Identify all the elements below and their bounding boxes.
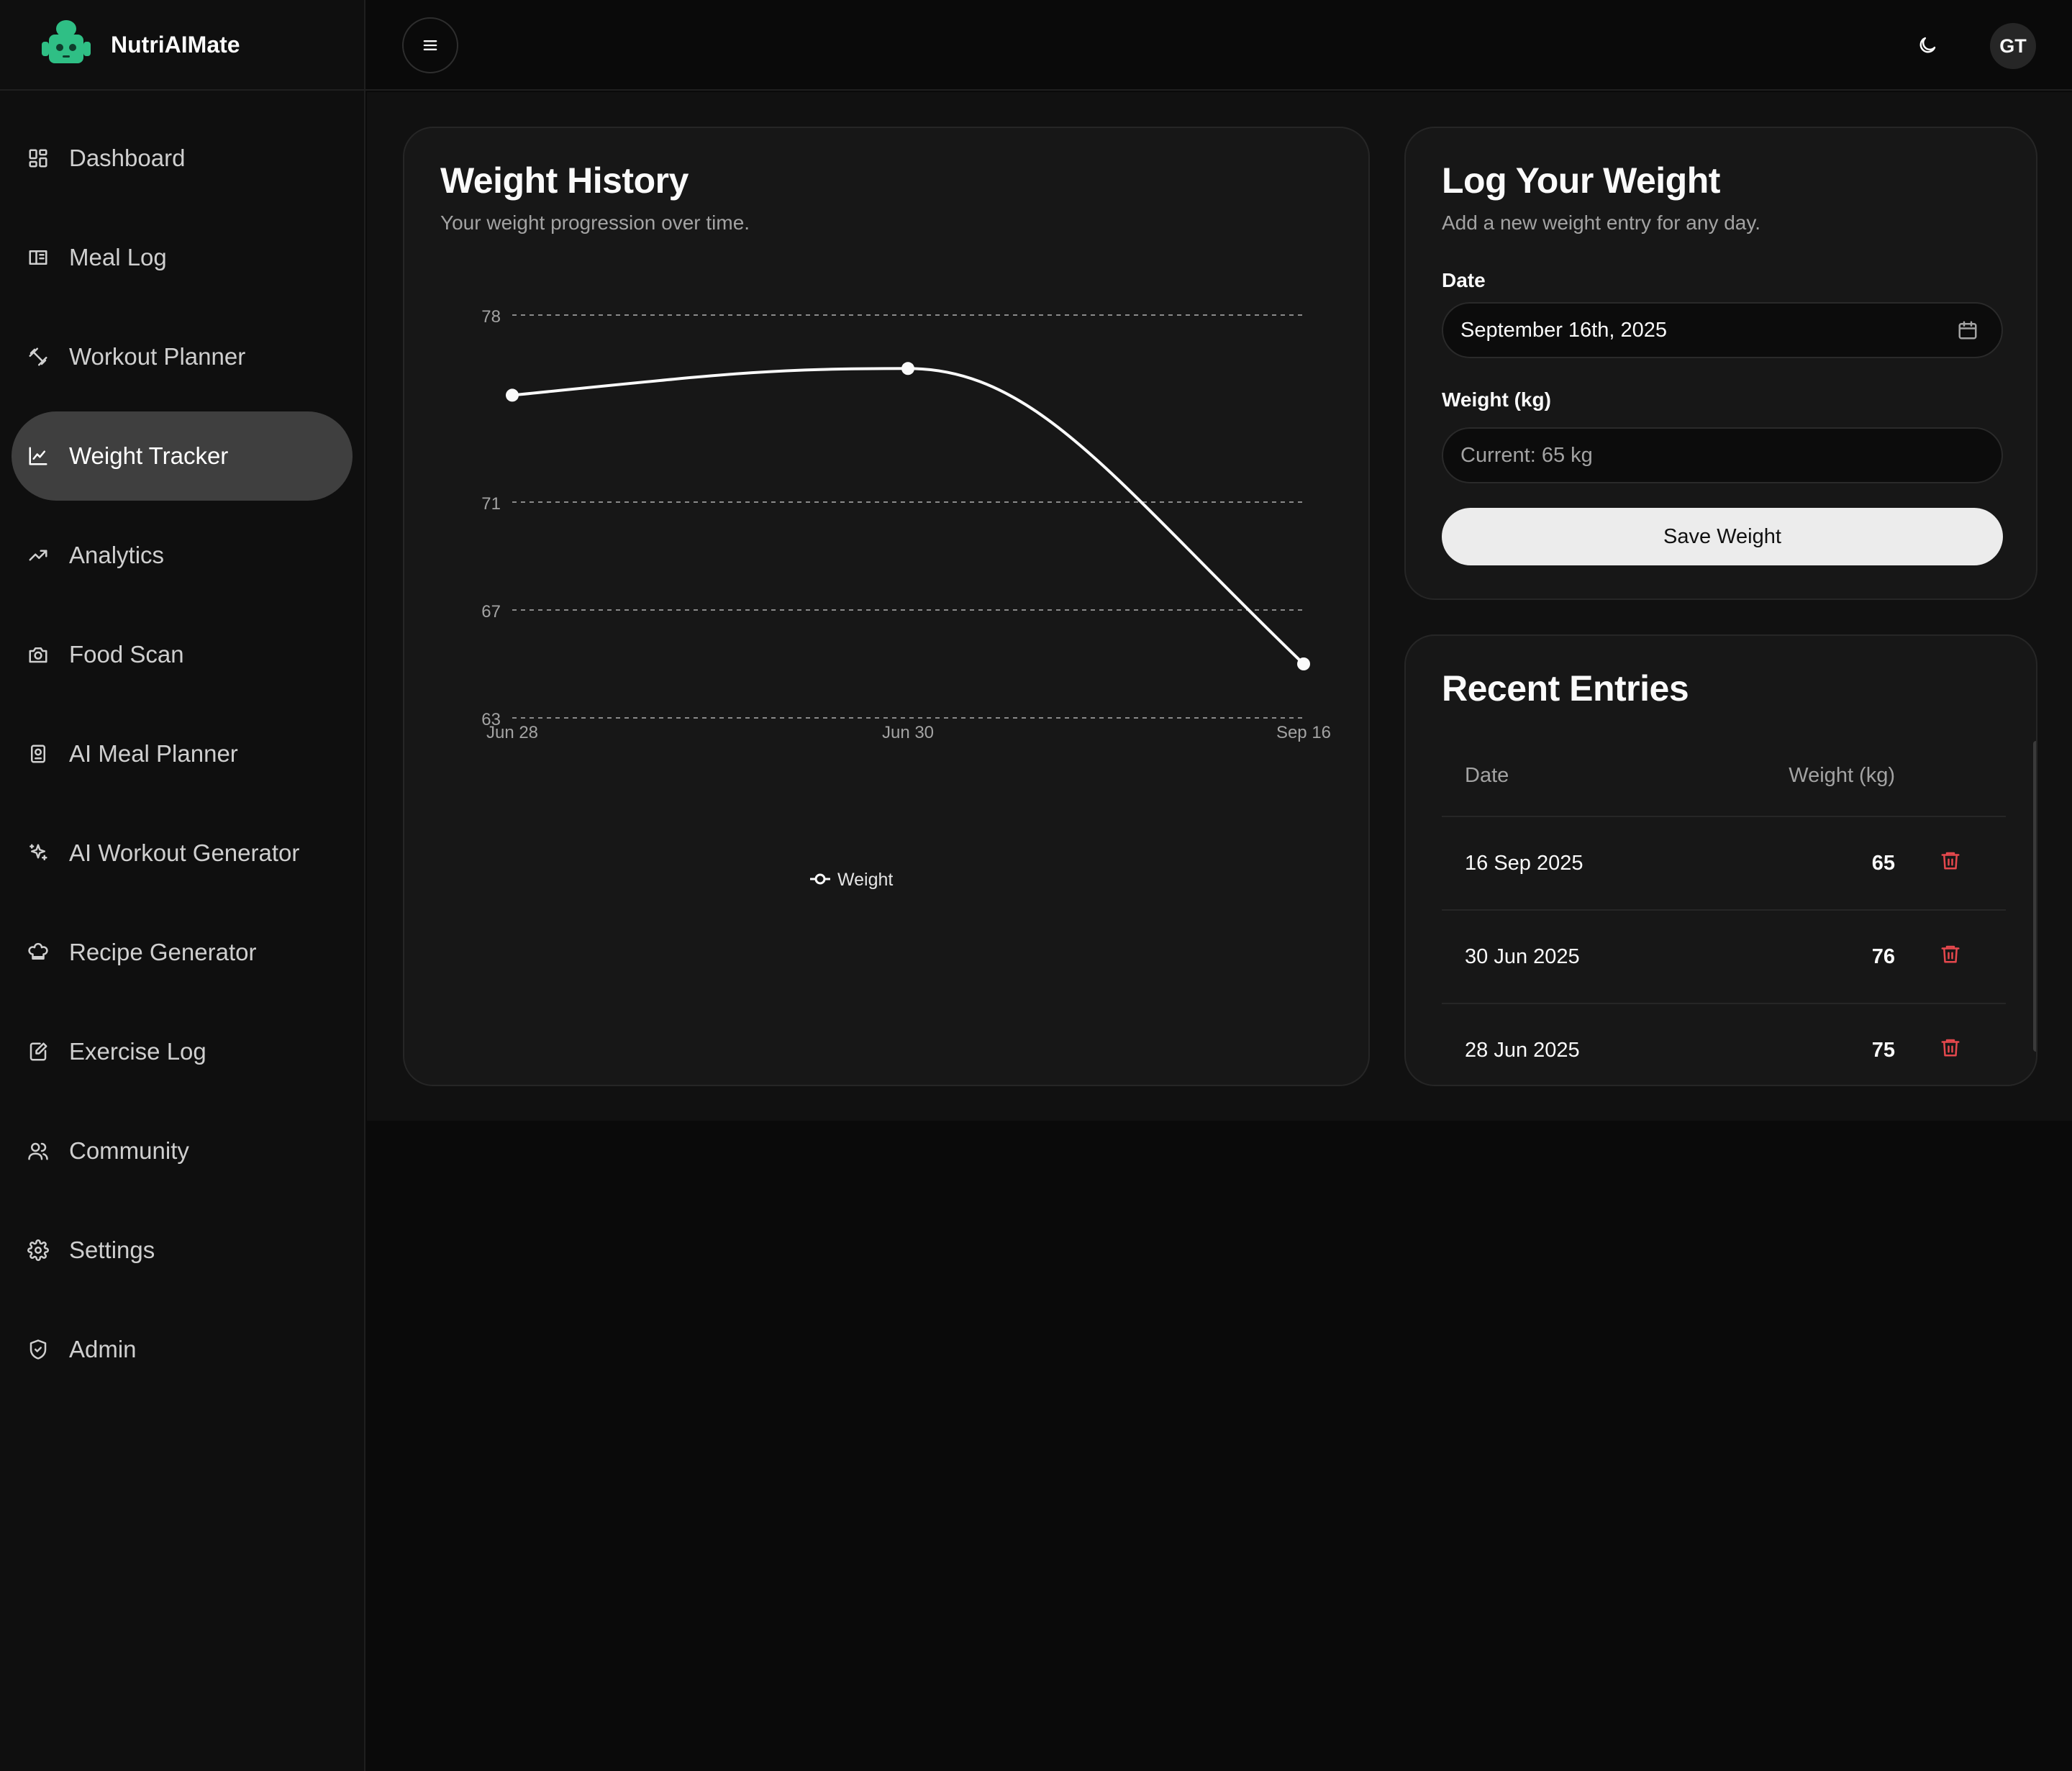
sidebar-item-label: Food Scan <box>69 641 184 668</box>
x-tick-label: Sep 16 <box>1276 723 1331 742</box>
trending-up-icon <box>27 545 68 566</box>
meal-log-icon <box>27 247 68 268</box>
moon-icon <box>1919 37 1936 53</box>
log-weight-title: Log Your Weight <box>1442 160 1720 201</box>
sidebar-item-recipe-generator[interactable]: Recipe Generator <box>12 908 353 997</box>
column-date: Date <box>1465 763 1509 787</box>
date-value: September 16th, 2025 <box>1460 318 1667 342</box>
sidebar-item-food-scan[interactable]: Food Scan <box>12 610 353 699</box>
camera-icon <box>27 644 68 665</box>
sidebar-item-ai-workout-generator[interactable]: AI Workout Generator <box>12 809 353 898</box>
users-icon <box>27 1140 68 1162</box>
y-tick-label: 63 <box>481 710 501 729</box>
legend-marker <box>814 873 826 885</box>
scrollbar[interactable] <box>2033 741 2036 1052</box>
gear-icon <box>27 1239 68 1261</box>
sidebar-item-meal-log[interactable]: Meal Log <box>12 213 353 302</box>
menu-toggle-button[interactable] <box>402 17 458 73</box>
y-tick-label: 78 <box>481 307 501 327</box>
recent-entries-table: Date Weight (kg) 16 Sep 2025 65 30 Jun 202… <box>1442 735 2006 1085</box>
sidebar-item-label: Admin <box>69 1336 137 1362</box>
brand[interactable]: NutriAIMate <box>0 0 364 91</box>
sidebar-item-label: Recipe Generator <box>69 939 257 965</box>
sidebar-item-settings[interactable]: Settings <box>12 1206 353 1295</box>
recent-entries-title: Recent Entries <box>1442 668 1689 709</box>
table-row: 28 Jun 2025 75 <box>1442 1004 2006 1085</box>
weight-label: Weight (kg) <box>1442 388 1551 411</box>
table-header: Date Weight (kg) <box>1442 735 2006 817</box>
sidebar-nav: Dashboard Meal Log Workout Planner Weight T… <box>0 91 364 1394</box>
weight-input[interactable] <box>1442 427 2003 483</box>
legend-label: Weight <box>837 870 893 890</box>
entry-weight: 75 <box>1871 1038 1895 1062</box>
avatar[interactable]: GT <box>1990 23 2036 69</box>
series-line-weight <box>512 367 1305 665</box>
sidebar-item-dashboard[interactable]: Dashboard <box>12 114 353 203</box>
sidebar-item-ai-meal-planner[interactable]: AI Meal Planner <box>12 709 353 798</box>
weight-history-card: Weight History Your weight progression o… <box>403 127 1370 1086</box>
column-weight: Weight (kg) <box>1789 763 1895 787</box>
entry-date: 28 Jun 2025 <box>1465 1038 1580 1062</box>
theme-toggle-button[interactable] <box>1911 29 1944 62</box>
sidebar-item-workout-planner[interactable]: Workout Planner <box>12 312 353 401</box>
sidebar-item-admin[interactable]: Admin <box>12 1305 353 1394</box>
data-point <box>506 388 519 402</box>
sidebar-item-label: Exercise Log <box>69 1038 206 1065</box>
y-tick-label: 71 <box>481 494 501 514</box>
sidebar-item-label: Settings <box>69 1237 155 1263</box>
delete-entry-button[interactable] <box>1940 943 1961 970</box>
weight-line-chart: 63 67 71 78 Jun 28 Jun 30 Sep 16 Weight <box>481 307 1331 890</box>
sidebar-item-label: AI Workout Generator <box>69 839 300 866</box>
dashboard-icon <box>27 147 68 169</box>
sidebar-item-label: Analytics <box>69 542 165 568</box>
sidebar: NutriAIMate Dashboard Meal Log Workout Pla… <box>0 0 365 1771</box>
sidebar-item-exercise-log[interactable]: Exercise Log <box>12 1007 353 1096</box>
sidebar-item-label: Dashboard <box>69 145 186 171</box>
sidebar-item-analytics[interactable]: Analytics <box>12 511 353 600</box>
log-weight-subtitle: Add a new weight entry for any day. <box>1442 211 1761 234</box>
table-row: 16 Sep 2025 65 <box>1442 817 2006 911</box>
sidebar-item-label: AI Meal Planner <box>69 740 238 767</box>
sidebar-item-community[interactable]: Community <box>12 1106 353 1196</box>
entry-date: 16 Sep 2025 <box>1465 851 1583 875</box>
sidebar-item-label: Meal Log <box>69 244 167 270</box>
x-tick-label: Jun 30 <box>882 723 934 742</box>
menu-icon <box>423 40 437 51</box>
sidebar-item-label: Community <box>69 1137 189 1164</box>
app-name: NutriAIMate <box>111 31 240 58</box>
sparkles-icon <box>27 842 68 864</box>
chef-hat-icon <box>27 942 68 963</box>
edit-file-icon <box>27 1041 68 1062</box>
shield-icon <box>27 1339 68 1360</box>
log-weight-card: Log Your Weight Add a new weight entry f… <box>1404 127 2037 600</box>
entry-date: 30 Jun 2025 <box>1465 944 1580 968</box>
calendar-icon <box>1958 321 1977 340</box>
y-tick-label: 67 <box>481 602 501 622</box>
dumbbell-icon <box>27 346 68 368</box>
trash-icon <box>1941 945 1960 963</box>
table-row: 30 Jun 2025 76 <box>1442 911 2006 1004</box>
delete-entry-button[interactable] <box>1940 1037 1961 1064</box>
sidebar-item-label: Weight Tracker <box>69 442 229 469</box>
robot-logo-icon <box>42 20 91 63</box>
meal-plan-icon <box>27 743 68 765</box>
entry-weight: 65 <box>1871 851 1895 875</box>
weight-history-subtitle: Your weight progression over time. <box>440 211 750 234</box>
sidebar-item-label: Workout Planner <box>69 343 246 370</box>
recent-entries-card: Recent Entries Date Weight (kg) 16 Sep 2… <box>1404 634 2037 1086</box>
data-point <box>901 362 914 375</box>
date-picker[interactable]: September 16th, 2025 <box>1442 302 2003 358</box>
topbar: GT <box>365 0 2072 91</box>
trash-icon <box>1941 852 1960 870</box>
date-label: Date <box>1442 269 1486 291</box>
save-weight-button[interactable]: Save Weight <box>1442 508 2003 565</box>
entry-weight: 76 <box>1871 944 1895 968</box>
x-tick-label: Jun 28 <box>486 723 538 742</box>
delete-entry-button[interactable] <box>1940 850 1961 877</box>
data-point <box>1297 657 1310 670</box>
trash-icon <box>1941 1039 1960 1057</box>
weight-history-title: Weight History <box>440 160 689 201</box>
sidebar-item-weight-tracker[interactable]: Weight Tracker <box>12 411 353 501</box>
line-chart-icon <box>27 445 68 467</box>
